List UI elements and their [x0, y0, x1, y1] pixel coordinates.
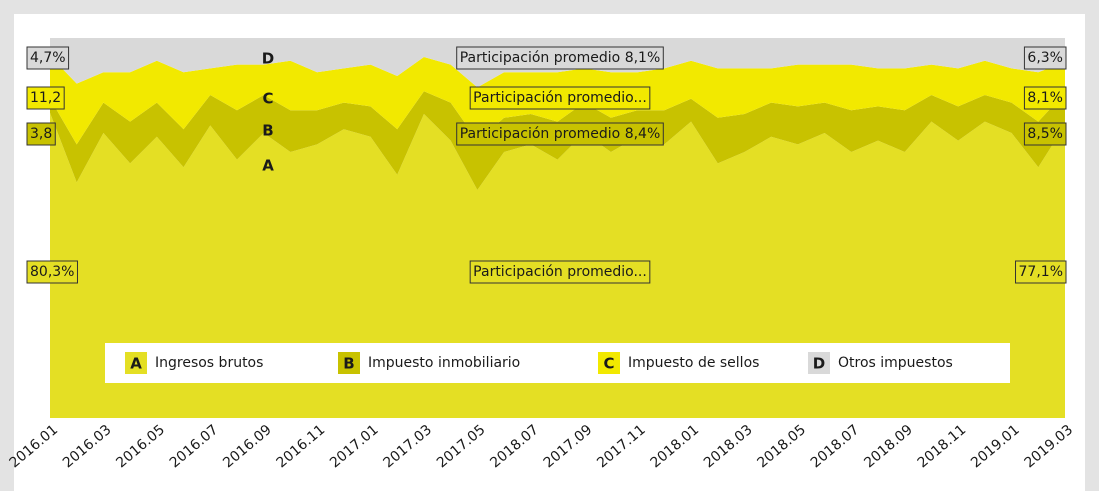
box-bg — [456, 122, 664, 146]
box-text: 4,7% — [30, 50, 66, 66]
box-bg — [1023, 46, 1067, 70]
box-bg — [469, 86, 651, 110]
legend-letter: D — [813, 355, 825, 373]
box-text: 8,5% — [1027, 126, 1063, 142]
legend-swatch — [808, 352, 830, 374]
box-text: 77,1% — [1019, 264, 1063, 280]
legend-letter: B — [343, 355, 354, 373]
box-text: Participación promedio... — [473, 264, 647, 280]
label-box: Participación promedio... — [469, 86, 651, 110]
label-box: Participación promedio 8,1% — [456, 46, 664, 70]
box-text: 11,2 — [30, 90, 61, 106]
box-text: 3,8 — [30, 126, 52, 142]
legend-letter: A — [130, 355, 142, 373]
series-letter: B — [262, 122, 273, 140]
box-bg — [26, 122, 56, 146]
label-box: 4,7% — [26, 46, 70, 70]
box-bg — [26, 46, 70, 70]
box-bg — [469, 260, 651, 284]
label-box: 6,3% — [1023, 46, 1067, 70]
legend-swatch — [338, 352, 360, 374]
box-text: Participación promedio 8,4% — [460, 126, 661, 142]
label-box: 80,3% — [26, 260, 78, 284]
label-box: Participación promedio... — [469, 260, 651, 284]
legend-label: Otros impuestos — [838, 355, 953, 371]
box-bg — [456, 46, 664, 70]
label-box: 77,1% — [1015, 260, 1067, 284]
label-box: 3,8 — [26, 122, 56, 146]
series-letter: A — [262, 157, 274, 175]
legend-swatch — [598, 352, 620, 374]
legend-letter: C — [603, 355, 614, 373]
box-bg — [26, 86, 65, 110]
legend-bg — [105, 343, 1010, 383]
series-letter: D — [262, 50, 274, 68]
label-box: 8,1% — [1023, 86, 1067, 110]
legend-label: Ingresos brutos — [155, 355, 263, 371]
legend-swatch — [125, 352, 147, 374]
box-text: Participación promedio 8,1% — [460, 50, 661, 66]
box-bg — [1023, 86, 1067, 110]
legend-label: Impuesto inmobiliario — [368, 355, 520, 371]
label-box: 8,5% — [1023, 122, 1067, 146]
legend-label: Impuesto de sellos — [628, 355, 759, 371]
box-bg — [1023, 122, 1067, 146]
box-bg — [26, 260, 78, 284]
box-text: 6,3% — [1027, 50, 1063, 66]
box-bg — [1015, 260, 1067, 284]
label-box: 11,2 — [26, 86, 65, 110]
label-box: Participación promedio 8,4% — [456, 122, 664, 146]
box-text: Participación promedio... — [473, 90, 647, 106]
box-text: 80,3% — [30, 264, 74, 280]
series-letter: C — [262, 90, 273, 108]
box-text: 8,1% — [1027, 90, 1063, 106]
